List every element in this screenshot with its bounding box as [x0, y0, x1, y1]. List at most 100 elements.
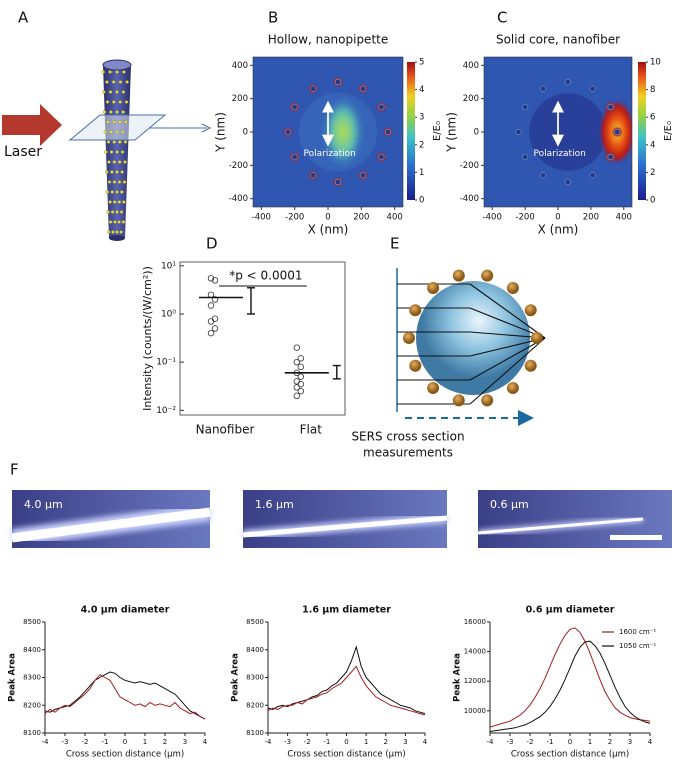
- y-tick-label: 400: [232, 61, 248, 71]
- colorbar-tick-label: 5: [419, 58, 424, 68]
- field-map: [253, 57, 403, 207]
- y-tick-label: 16000: [464, 618, 486, 626]
- y-tick-label: 200: [463, 94, 479, 104]
- particle: [359, 85, 367, 92]
- colorbar: [638, 62, 646, 200]
- x-tick-label: 2: [384, 738, 388, 746]
- y-tick-label: 8100: [23, 729, 41, 737]
- x-tick-label: 3: [628, 738, 632, 746]
- particle: [291, 153, 298, 161]
- particle: [111, 230, 115, 234]
- x-axis-label: Cross section distance (μm): [66, 750, 184, 760]
- nanoparticle: [524, 359, 537, 372]
- y-tick-label: -200: [460, 161, 479, 171]
- particle: [607, 103, 614, 111]
- particle: [121, 130, 125, 134]
- y-tick-label: -200: [229, 161, 248, 171]
- chart-title: 1.6 μm diameter: [302, 605, 391, 616]
- x-tick-label: 1: [588, 738, 592, 746]
- particle: [120, 170, 124, 174]
- error-bar: [332, 364, 341, 380]
- particle: [102, 90, 106, 94]
- nanoparticle: [409, 359, 422, 372]
- particle: [111, 80, 116, 84]
- error-bar: [247, 287, 255, 315]
- particle: [118, 80, 123, 84]
- particle: [122, 200, 126, 204]
- y-tick-label: 14000: [464, 648, 486, 656]
- x-tick-label: 400: [387, 213, 403, 223]
- particle: [115, 90, 119, 94]
- particle: [102, 110, 107, 114]
- data-point: [211, 315, 219, 322]
- particle: [109, 130, 113, 134]
- x-tick-label: 4: [423, 738, 428, 746]
- data-line: [44, 674, 206, 720]
- x-axis-label: X (nm): [538, 223, 579, 237]
- particle: [115, 70, 119, 74]
- particle: [106, 120, 110, 124]
- x-tick-label: 0: [555, 213, 560, 223]
- particle: [607, 153, 614, 161]
- x-tick-label: 400: [616, 213, 632, 223]
- panel-label: C: [497, 9, 507, 27]
- particle: [107, 230, 111, 234]
- particle: [359, 172, 367, 179]
- x-tick-label: 0: [123, 738, 127, 746]
- nanoparticle: [481, 269, 494, 282]
- particle: [124, 120, 128, 124]
- chart-title: Solid core, nanofiber: [496, 33, 620, 47]
- x-axis-label: X (nm): [308, 223, 349, 237]
- y-axis-label: Y (nm): [214, 112, 228, 153]
- y-tick-label: 10⁰: [161, 309, 176, 319]
- x-tick-label: -2: [304, 738, 311, 746]
- x-tick-label: -4: [487, 738, 495, 746]
- colorbar-tick-label: 4: [419, 85, 424, 95]
- y-tick-label: 8300: [246, 674, 264, 682]
- y-tick-label: 8500: [23, 618, 41, 626]
- colorbar-tick-label: 0: [650, 196, 655, 206]
- particle: [104, 170, 109, 174]
- particle: [540, 172, 547, 179]
- panel-a-illustration: [2, 59, 212, 241]
- annotation: *p < 0.0001: [229, 269, 302, 283]
- particle: [115, 190, 119, 194]
- chart-title: Hollow, nanopipette: [268, 33, 388, 47]
- particle: [121, 90, 126, 94]
- nanoparticle: [506, 382, 519, 394]
- colorbar-tick-label: 2: [650, 168, 655, 178]
- particle: [522, 103, 529, 111]
- particle: [112, 100, 116, 104]
- field-hotspot: [323, 97, 363, 167]
- y-tick-label: 10000: [464, 707, 486, 715]
- x-tick-label: -1: [102, 738, 109, 746]
- x-tick-label: -200: [515, 213, 534, 223]
- x-tick-label: 200: [583, 213, 599, 223]
- y-axis-label: Peak Area: [231, 653, 241, 702]
- y-tick-label: 10¹: [161, 261, 176, 271]
- x-tick-label: -200: [285, 213, 304, 223]
- data-point: [207, 302, 215, 309]
- y-tick-label: 8200: [246, 701, 264, 709]
- particle: [108, 220, 113, 224]
- x-axis-label: Cross section distance (μm): [287, 750, 405, 760]
- scale-bar: [610, 535, 662, 540]
- x-tick-label: 200: [353, 213, 369, 223]
- data-point: [207, 318, 215, 325]
- y-tick-label: -400: [460, 194, 479, 204]
- colorbar-tick-label: 10: [650, 58, 661, 68]
- particle: [515, 128, 522, 136]
- particle: [121, 110, 125, 114]
- particle: [112, 140, 116, 144]
- particle: [564, 178, 571, 186]
- particle: [112, 160, 117, 164]
- particle: [105, 190, 110, 194]
- nanoparticle: [531, 332, 543, 344]
- panel-label: F: [10, 461, 19, 479]
- particle: [125, 80, 129, 84]
- particle: [109, 110, 113, 114]
- particle: [522, 153, 529, 161]
- caption: SERS cross section: [351, 430, 464, 444]
- data-point: [207, 275, 215, 282]
- y-tick-label: 8300: [23, 674, 41, 682]
